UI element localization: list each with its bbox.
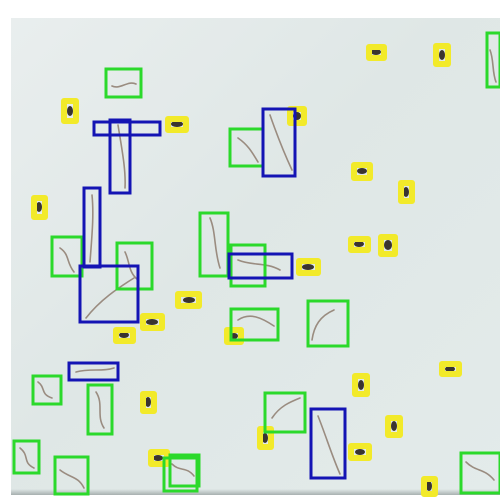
- worm: [237, 259, 281, 271]
- blob: [146, 319, 158, 325]
- yellow-boxes: [31, 43, 462, 497]
- worm: [237, 315, 275, 327]
- yellow-box: [296, 258, 321, 276]
- blob: [426, 481, 432, 491]
- petri-dish-background: [11, 18, 500, 495]
- worm: [237, 137, 259, 163]
- yellow-box: [175, 291, 202, 309]
- blob: [371, 49, 381, 55]
- blob: [67, 106, 73, 116]
- yellow-box: [366, 44, 387, 61]
- yellow-box: [348, 443, 372, 461]
- blob: [36, 202, 42, 212]
- yellow-box: [140, 313, 165, 331]
- green-box: [162, 456, 199, 493]
- blob: [119, 332, 129, 338]
- blob: [354, 241, 364, 247]
- yellow-box: [439, 361, 462, 377]
- worm: [317, 415, 341, 475]
- green-boxes: [12, 31, 500, 496]
- worm-shapes: [19, 49, 497, 489]
- yellow-box: [31, 195, 48, 220]
- worm: [311, 309, 335, 341]
- worm: [465, 461, 495, 481]
- worm: [89, 194, 94, 263]
- blue-boxes: [67, 107, 347, 480]
- worm: [171, 463, 195, 477]
- blob-shapes: [36, 49, 455, 491]
- green-box: [168, 453, 201, 488]
- blob: [439, 50, 445, 60]
- worm: [271, 397, 301, 419]
- green-box: [485, 31, 500, 89]
- green-box: [229, 307, 280, 342]
- blob: [262, 433, 268, 443]
- yellow-box: [398, 180, 415, 204]
- green-box: [229, 243, 267, 288]
- worm: [59, 247, 75, 273]
- green-box: [86, 383, 114, 436]
- yellow-box: [287, 106, 307, 126]
- worm: [85, 277, 135, 319]
- blue-box: [67, 361, 120, 382]
- blob: [358, 380, 364, 390]
- green-box: [50, 235, 84, 278]
- worm: [209, 217, 221, 269]
- worm: [95, 391, 105, 429]
- yellow-box: [385, 415, 403, 438]
- green-box: [53, 455, 90, 496]
- blob: [357, 168, 367, 174]
- worm: [117, 124, 126, 189]
- blob: [445, 366, 455, 372]
- blob: [153, 455, 163, 461]
- blob: [384, 240, 392, 250]
- green-box: [198, 211, 230, 278]
- green-box: [104, 67, 143, 99]
- blue-box: [261, 107, 297, 178]
- blue-box: [227, 252, 294, 280]
- yellow-box: [421, 476, 438, 497]
- green-box: [31, 374, 63, 406]
- blue-box: [108, 118, 132, 195]
- yellow-box: [433, 43, 451, 67]
- worm: [269, 114, 293, 171]
- yellow-box: [61, 98, 79, 124]
- yellow-box: [113, 327, 136, 344]
- green-box: [263, 391, 307, 434]
- blue-box: [309, 407, 347, 480]
- green-box: [12, 439, 41, 475]
- blob: [355, 449, 365, 455]
- yellow-box: [351, 162, 373, 181]
- blob: [391, 421, 397, 431]
- blob: [183, 297, 195, 303]
- worm: [37, 381, 53, 399]
- yellow-box: [140, 391, 157, 414]
- yellow-box: [352, 373, 370, 397]
- yellow-box: [378, 234, 398, 257]
- yellow-box: [348, 236, 371, 253]
- worm: [111, 82, 137, 88]
- yellow-box: [165, 116, 189, 133]
- blue-box: [92, 120, 162, 137]
- green-box: [228, 127, 265, 168]
- green-box: [459, 451, 500, 495]
- blob: [403, 187, 409, 197]
- green-box: [306, 299, 350, 348]
- worm: [19, 447, 35, 469]
- worm: [59, 469, 85, 489]
- worm: [489, 49, 497, 83]
- worm: [75, 367, 115, 373]
- yellow-box: [224, 327, 244, 345]
- blue-box: [78, 264, 140, 324]
- blob: [145, 397, 151, 407]
- blob: [171, 121, 183, 127]
- blob: [302, 264, 314, 270]
